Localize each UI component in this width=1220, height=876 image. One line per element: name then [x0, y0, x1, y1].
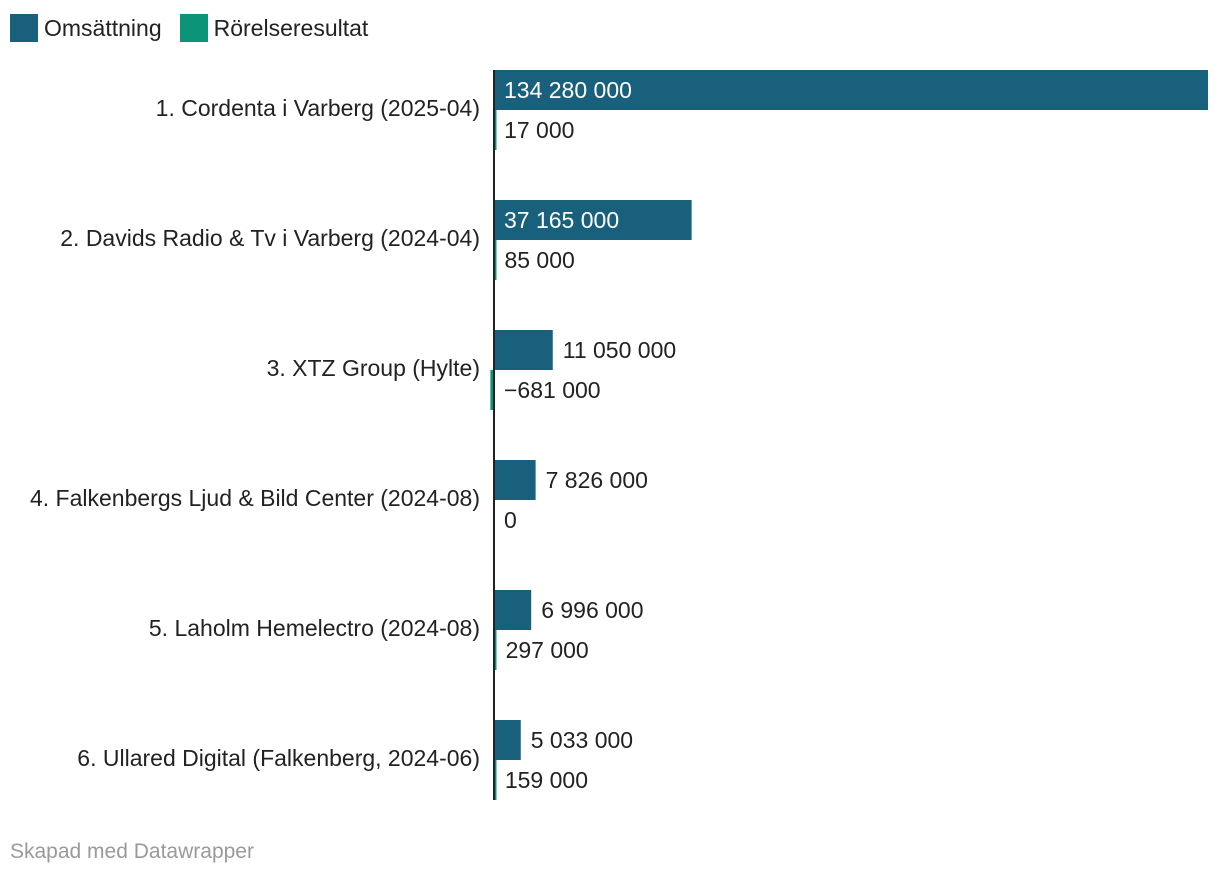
bar-omsattning	[494, 590, 532, 630]
legend-swatch-omsattning	[10, 14, 38, 42]
value-label-rorelseresultat: 0	[504, 507, 517, 533]
value-label-omsattning: 134 280 000	[504, 77, 632, 103]
category-label: 3. XTZ Group (Hylte)	[267, 355, 480, 381]
legend-item-rorelseresultat: Rörelseresultat	[179, 14, 369, 42]
bar-rorelseresultat	[494, 630, 497, 670]
value-label-omsattning: 37 165 000	[504, 207, 619, 233]
category-label: 2. Davids Radio & Tv i Varberg (2024-04)	[60, 225, 480, 251]
category-label: 6. Ullared Digital (Falkenberg, 2024-06)	[77, 745, 480, 771]
legend-item-omsattning: Omsättning	[10, 14, 162, 42]
bar-omsattning	[494, 330, 553, 370]
value-label-rorelseresultat: 159 000	[505, 767, 588, 793]
value-label-omsattning: 5 033 000	[531, 727, 633, 753]
value-label-omsattning: 7 826 000	[546, 467, 648, 493]
value-label-rorelseresultat: 17 000	[504, 117, 574, 143]
bar-rorelseresultat	[494, 110, 497, 150]
value-label-rorelseresultat: 85 000	[504, 247, 574, 273]
value-label-rorelseresultat: 297 000	[506, 637, 589, 663]
value-label-rorelseresultat: −681 000	[504, 377, 601, 403]
legend-label-rorelseresultat: Rörelseresultat	[213, 14, 369, 41]
bar-omsattning	[494, 720, 521, 760]
bar-rorelseresultat	[490, 370, 494, 410]
category-label: 1. Cordenta i Varberg (2025-04)	[156, 95, 480, 121]
legend-swatch-rorelseresultat	[179, 14, 208, 42]
legend: Omsättning Rörelseresultat	[10, 14, 386, 42]
bar-omsattning	[494, 70, 1208, 110]
category-label: 4. Falkenbergs Ljud & Bild Center (2024-…	[30, 485, 480, 511]
bar-rorelseresultat	[494, 760, 497, 800]
bar-rorelseresultat	[494, 240, 497, 280]
value-label-omsattning: 6 996 000	[541, 597, 643, 623]
value-label-omsattning: 11 050 000	[563, 337, 676, 363]
bar-omsattning	[494, 460, 536, 500]
legend-label-omsattning: Omsättning	[44, 14, 162, 41]
footer-credit: Skapad med Datawrapper	[10, 840, 254, 863]
category-label: 5. Laholm Hemelectro (2024-08)	[149, 615, 480, 641]
bar-omsattning	[494, 200, 692, 240]
